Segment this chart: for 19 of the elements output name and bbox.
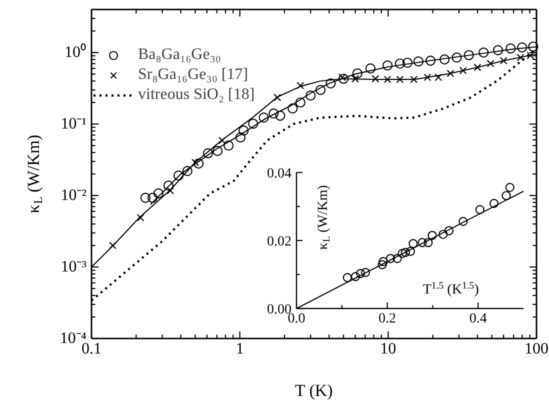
y-tick-label: 0.04	[267, 166, 292, 182]
x-tick-label: 0.4	[469, 312, 487, 326]
y-tick-label: 0.02	[267, 234, 292, 250]
legend-label: Sr₈Ga₁₆Ge₃₀ [17]	[138, 66, 248, 84]
y-tick-label: 10⁻³	[60, 258, 87, 276]
x-tick-label: 100	[524, 340, 548, 358]
y-axis-title: κL (W/Km)	[316, 184, 333, 250]
y-tick-label: 10⁻¹	[60, 116, 87, 133]
y-tick-label: 10⁰	[64, 43, 86, 62]
x-tick-label: 10	[380, 340, 396, 358]
x-tick-label: 0.0	[288, 312, 306, 326]
y-tick-label: 10⁻²	[60, 187, 87, 204]
x-tick-label: 0.1	[82, 340, 102, 358]
legend-label: Ba₈Ga₁₆Ge₃₀	[138, 46, 221, 64]
x-tick-label: 1	[236, 340, 244, 358]
y-axis-title: κL (W/Km)	[24, 134, 45, 214]
x-axis-title: T (K)	[294, 381, 333, 400]
x-tick-label: 0.2	[378, 312, 396, 326]
legend-label: vitreous SiO₂ [18]	[138, 86, 255, 104]
